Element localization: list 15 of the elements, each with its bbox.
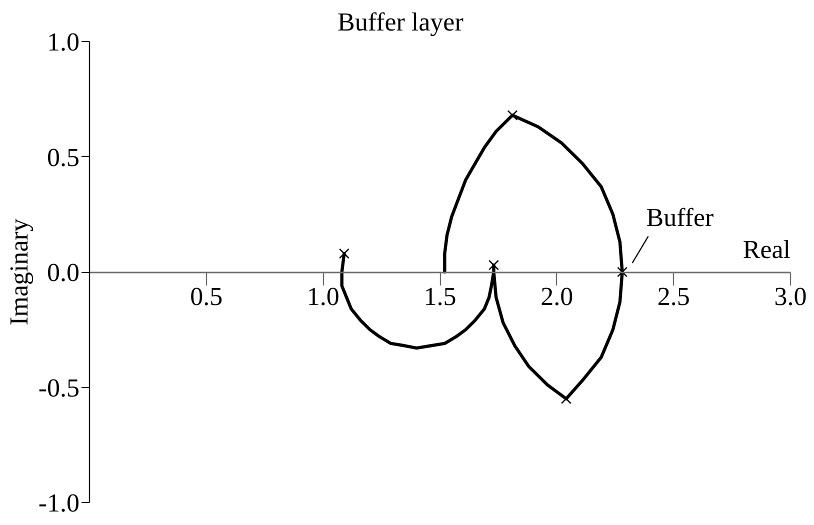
y-tick-label: -1.0: [38, 488, 80, 518]
x-tick-label: 1.0: [306, 282, 340, 311]
y-tick-label: -0.5: [38, 373, 80, 402]
annotation: Buffer: [646, 203, 714, 232]
x-tick-label: 0.5: [190, 282, 223, 311]
x-tick-label: 1.5: [424, 282, 456, 311]
x-axis-title: Real: [742, 235, 791, 264]
chart-title: Buffer layer: [338, 8, 464, 36]
y-axis-title: Imaginary: [4, 218, 34, 326]
x-tick-label: 3.0: [774, 282, 807, 311]
y-tick-label: 0.5: [47, 142, 80, 172]
x-tick-label: 2.0: [540, 282, 574, 311]
x-tick-label: 2.5: [657, 282, 690, 311]
y-tick-label: 1.0: [47, 28, 80, 56]
y-tick-label: 0.0: [47, 258, 80, 287]
